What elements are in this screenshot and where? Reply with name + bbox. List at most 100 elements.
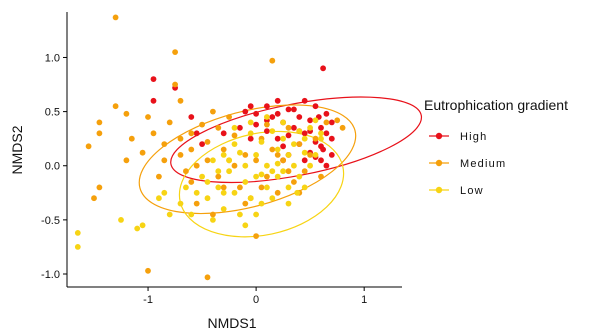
point-medium bbox=[323, 119, 330, 126]
point-medium bbox=[145, 114, 151, 120]
legend-item-high: High bbox=[429, 131, 486, 143]
point-high bbox=[318, 124, 324, 131]
point-high bbox=[285, 132, 292, 139]
point-medium bbox=[150, 130, 157, 137]
point-low bbox=[220, 152, 227, 158]
point-medium bbox=[85, 143, 92, 150]
x-axis-ticks: -1 0 1 bbox=[143, 287, 367, 306]
point-low bbox=[296, 173, 303, 180]
point-medium bbox=[177, 97, 184, 104]
y-tick-label: -0.5 bbox=[41, 215, 60, 227]
point-medium bbox=[112, 103, 119, 110]
point-low bbox=[188, 211, 195, 218]
point-medium bbox=[269, 57, 276, 64]
point-medium bbox=[128, 135, 135, 142]
point-medium bbox=[161, 157, 168, 164]
point-low bbox=[301, 184, 308, 191]
point-low bbox=[269, 128, 276, 135]
point-high bbox=[301, 130, 308, 137]
point-medium bbox=[296, 141, 303, 148]
point-high bbox=[188, 114, 195, 120]
point-medium bbox=[274, 189, 281, 196]
point-low bbox=[226, 157, 233, 164]
point-medium bbox=[253, 233, 259, 240]
point-medium bbox=[188, 146, 195, 153]
point-medium bbox=[96, 119, 103, 126]
point-low bbox=[318, 135, 324, 142]
point-low bbox=[307, 162, 313, 169]
point-low bbox=[220, 206, 227, 212]
point-medium bbox=[242, 200, 249, 207]
point-low bbox=[156, 195, 162, 202]
point-low bbox=[318, 130, 324, 137]
point-high bbox=[296, 114, 303, 120]
point-medium bbox=[237, 184, 243, 191]
point-high bbox=[237, 124, 243, 131]
point-low bbox=[177, 200, 184, 207]
point-medium bbox=[339, 124, 346, 131]
point-low bbox=[294, 189, 301, 196]
point-high bbox=[291, 106, 297, 113]
legend-label: Medium bbox=[460, 158, 506, 170]
point-medium bbox=[96, 184, 103, 191]
point-low bbox=[264, 162, 270, 169]
point-medium bbox=[193, 200, 200, 207]
point-medium bbox=[210, 211, 216, 218]
legend-title: Eutrophication gradient bbox=[424, 97, 568, 113]
point-medium bbox=[231, 132, 238, 139]
point-low bbox=[118, 217, 124, 223]
point-low bbox=[301, 149, 308, 156]
point-low bbox=[269, 195, 276, 202]
point-medium bbox=[188, 130, 195, 137]
legend-key-point bbox=[435, 132, 443, 140]
point-medium bbox=[220, 146, 227, 153]
point-high bbox=[274, 135, 281, 142]
point-low bbox=[134, 225, 141, 232]
point-low bbox=[226, 168, 233, 175]
point-low bbox=[285, 200, 292, 207]
point-low bbox=[183, 184, 189, 191]
point-high bbox=[269, 114, 276, 120]
point-high bbox=[301, 97, 308, 104]
y-axis-title: NMDS2 bbox=[9, 125, 25, 174]
point-low bbox=[220, 189, 227, 196]
point-high bbox=[150, 97, 157, 104]
point-high bbox=[220, 130, 227, 137]
point-medium bbox=[334, 117, 341, 124]
point-low bbox=[231, 124, 238, 131]
point-medium bbox=[91, 195, 97, 202]
point-low bbox=[242, 179, 249, 185]
point-low bbox=[237, 211, 243, 218]
point-medium bbox=[291, 179, 297, 185]
point-low bbox=[231, 189, 238, 196]
point-high bbox=[199, 141, 206, 148]
point-low bbox=[210, 217, 216, 223]
point-medium bbox=[204, 157, 211, 164]
point-medium bbox=[274, 152, 281, 158]
point-high bbox=[280, 143, 286, 150]
point-high bbox=[323, 110, 330, 117]
point-high bbox=[274, 110, 281, 117]
point-medium bbox=[183, 168, 189, 175]
point-low bbox=[253, 173, 259, 180]
point-medium bbox=[253, 157, 259, 164]
point-low bbox=[280, 168, 286, 175]
point-medium bbox=[139, 149, 146, 156]
point-medium bbox=[199, 121, 206, 128]
points-low bbox=[74, 114, 324, 250]
point-high bbox=[291, 124, 297, 131]
point-high bbox=[193, 130, 200, 137]
x-tick-label: -1 bbox=[143, 294, 153, 306]
point-high bbox=[285, 106, 292, 113]
point-medium bbox=[156, 173, 162, 180]
point-low bbox=[204, 195, 211, 202]
data-points bbox=[74, 14, 346, 281]
point-low bbox=[274, 160, 281, 167]
point-low bbox=[274, 173, 281, 180]
point-high bbox=[328, 152, 335, 158]
point-low bbox=[269, 168, 276, 175]
points-medium bbox=[85, 14, 346, 281]
point-low bbox=[210, 157, 216, 164]
legend-item-low: Low bbox=[429, 185, 483, 197]
